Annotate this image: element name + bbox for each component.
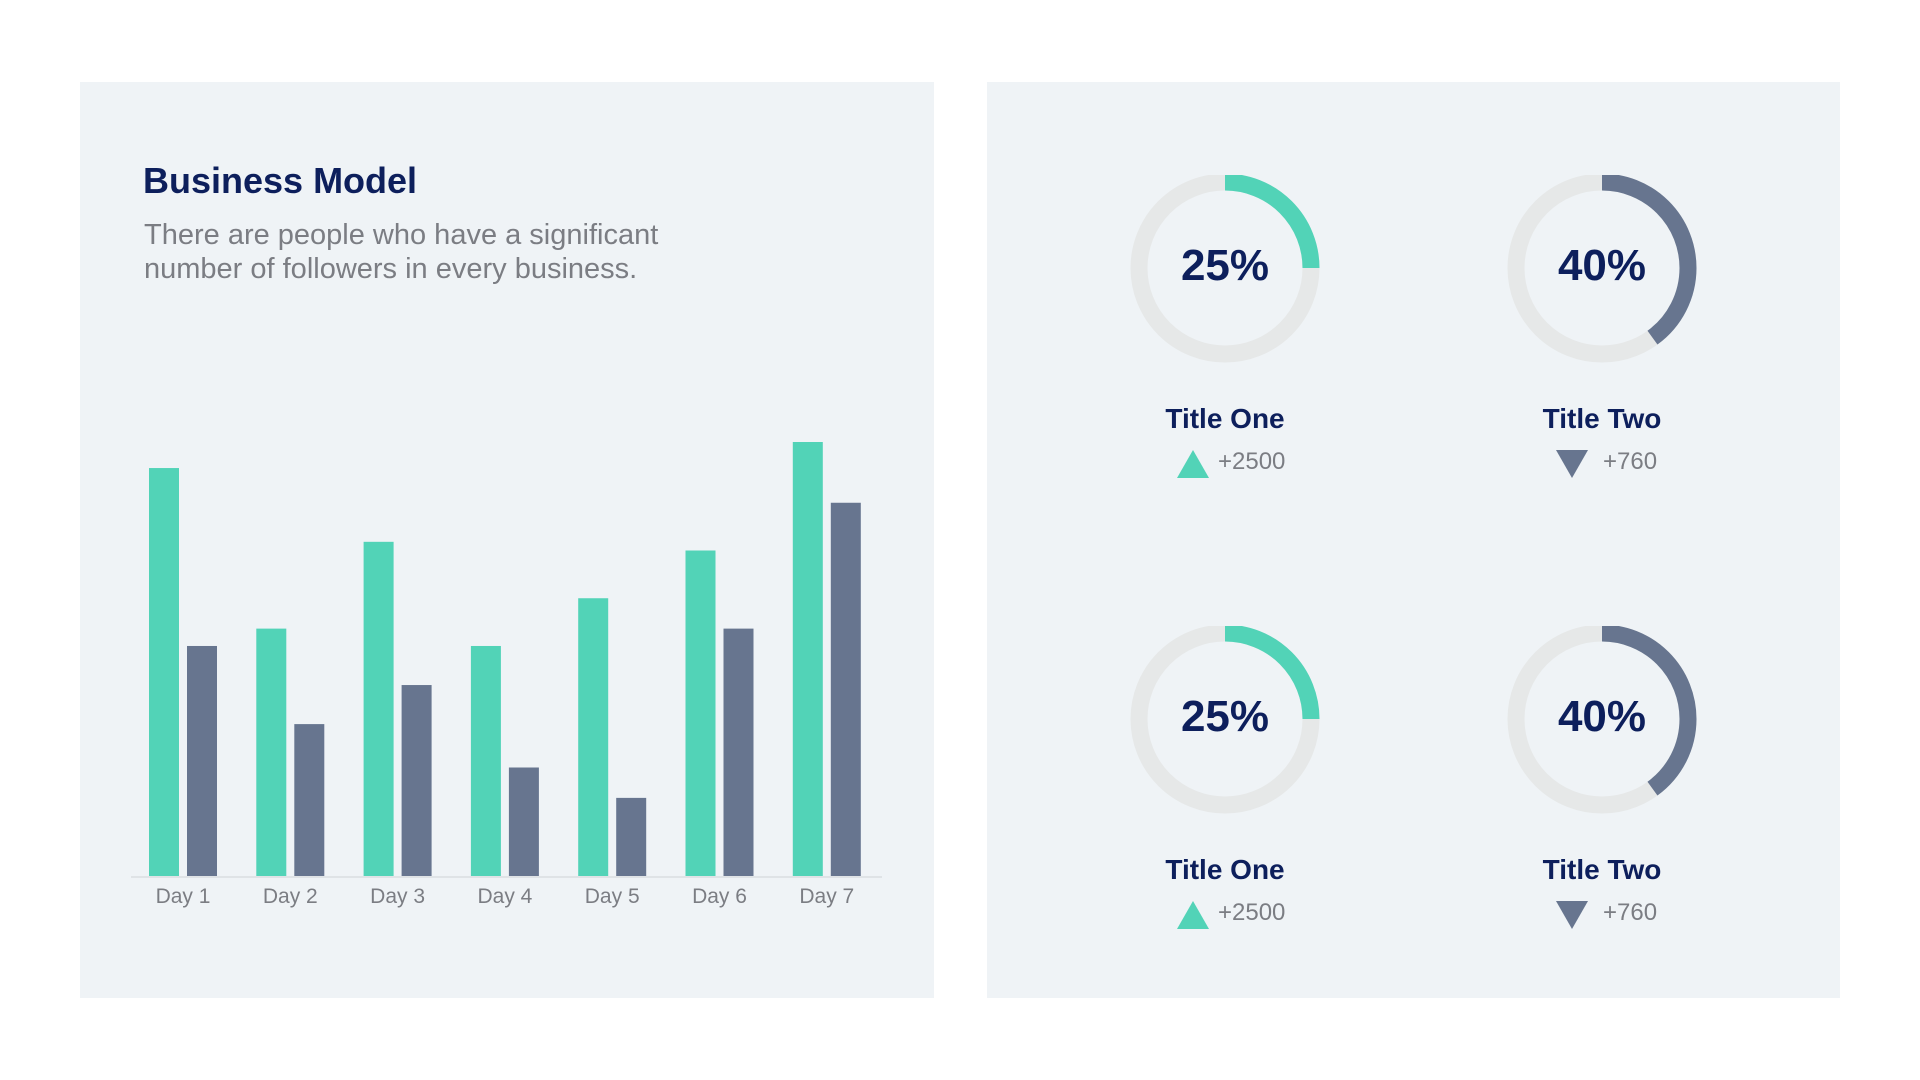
kpi-card: 40% Title Two +760 [1472, 175, 1732, 535]
x-tick-label: Day 1 [156, 885, 211, 908]
kpi-delta: +2500 [1218, 448, 1286, 475]
bar-series-2 [187, 645, 217, 876]
donut-progress-arc [1130, 626, 1320, 814]
chart-panel: Business Model There are people who have… [80, 82, 934, 998]
page-title: Business Model [143, 160, 418, 201]
bar-series-2 [508, 767, 539, 876]
donut-chart [1130, 626, 1320, 814]
bar-series-2 [830, 502, 861, 876]
x-tick-label: Day 5 [585, 885, 640, 908]
bar-series-1 [256, 628, 287, 876]
bar-series-1 [363, 541, 394, 876]
triangle-up-icon [1177, 450, 1209, 478]
kpi-percent: 25% [1180, 692, 1270, 741]
kpi-percent: 40% [1557, 692, 1647, 741]
kpi-title: Title Two [1542, 854, 1662, 885]
kpi-title: Title One [1165, 854, 1285, 885]
bar-series-1 [470, 645, 501, 876]
kpi-card: 25% Title One +2500 [1095, 626, 1355, 986]
kpi-card: 40% Title Two +760 [1472, 626, 1732, 986]
bar-series-1 [149, 468, 179, 876]
donut-chart [1507, 175, 1697, 363]
donut-chart [1130, 175, 1320, 363]
x-tick-label: Day 2 [263, 885, 318, 908]
donut-progress-arc [1507, 626, 1697, 814]
triangle-up-icon [1177, 901, 1209, 929]
donut-progress-arc [1130, 175, 1320, 363]
x-tick-label: Day 3 [370, 885, 425, 908]
kpi-panel: 25% Title One +2500 40% Title Two +760 2… [987, 82, 1840, 998]
donut-chart [1507, 626, 1697, 814]
donut-progress-arc [1507, 175, 1697, 363]
kpi-percent: 40% [1557, 241, 1647, 290]
kpi-delta: +2500 [1218, 899, 1286, 926]
triangle-down-icon [1556, 901, 1588, 929]
page-subtitle: There are people who have a significant … [144, 219, 659, 285]
bar-series-2 [723, 628, 754, 876]
triangle-down-icon [1556, 450, 1588, 478]
kpi-delta: +760 [1603, 899, 1658, 926]
x-tick-label: Day 4 [477, 885, 532, 908]
bar-series-2 [616, 797, 647, 876]
bar-series-2 [401, 685, 432, 876]
kpi-title: Title Two [1542, 403, 1662, 434]
kpi-percent: 25% [1180, 241, 1270, 290]
kpi-title: Title One [1165, 403, 1285, 434]
bar-series-1 [578, 598, 609, 876]
bar-chart: Day 1 Day 2 Day 3 Day 4 Day 5 Day 6 Day 7 [131, 442, 882, 908]
x-tick-label: Day 6 [692, 885, 747, 908]
kpi-card: 25% Title One +2500 [1095, 175, 1355, 535]
x-tick-label: Day 7 [799, 885, 854, 908]
kpi-delta: +760 [1603, 448, 1658, 475]
bar-series-1 [685, 550, 716, 876]
bar-series-2 [294, 724, 325, 876]
bar-series-1 [792, 442, 823, 876]
